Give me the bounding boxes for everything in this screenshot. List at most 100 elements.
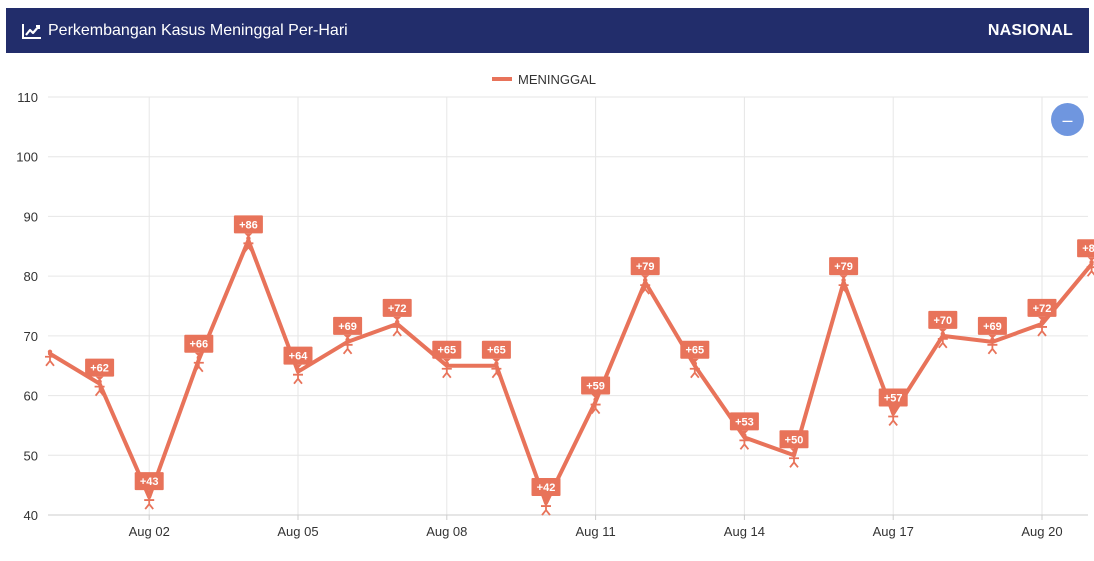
marker-body: [937, 335, 948, 349]
legend[interactable]: MENINGGAL: [492, 72, 596, 87]
data-point-marker[interactable]: [144, 492, 155, 510]
data-point-marker[interactable]: [293, 367, 303, 385]
x-tick-label: Aug 20: [1021, 524, 1062, 539]
zoom-out-button[interactable]: –: [1051, 103, 1084, 136]
marker-head: [791, 451, 797, 456]
marker-head: [543, 498, 549, 504]
marker-body: [739, 437, 750, 450]
marker-head: [246, 236, 251, 241]
data-label: +43: [140, 476, 159, 488]
data-point-marker[interactable]: [640, 277, 651, 295]
marker-head: [1039, 319, 1045, 325]
data-point-marker[interactable]: [342, 337, 353, 355]
x-tick-label: Aug 11: [575, 524, 615, 539]
data-point-marker[interactable]: [441, 361, 452, 379]
data-label-box: [878, 388, 908, 407]
data-point-marker[interactable]: [937, 331, 948, 349]
data-point-marker[interactable]: [541, 498, 551, 516]
chart-card: Perkembangan Kasus Meninggal Per-Hari NA…: [6, 8, 1089, 552]
data-label-box: [680, 340, 710, 359]
marker-head: [593, 397, 598, 402]
header-title-group: Perkembangan Kasus Meninggal Per-Hari: [22, 22, 348, 40]
marker-body: [1086, 264, 1094, 277]
x-tick-label: Aug 05: [277, 524, 318, 539]
data-label-pointer: [343, 334, 352, 339]
data-label-pointer: [294, 364, 302, 369]
data-label: +69: [338, 321, 357, 333]
chart-header: Perkembangan Kasus Meninggal Per-Hari NA…: [6, 8, 1089, 53]
data-point-marker[interactable]: [193, 355, 204, 373]
data-label: +65: [487, 345, 506, 357]
data-label-pointer: [1087, 257, 1094, 262]
marker-head: [643, 277, 648, 283]
data-point-marker[interactable]: [392, 319, 403, 337]
data-label: +79: [636, 261, 655, 273]
marker-head: [692, 361, 697, 366]
data-label-box: [481, 340, 511, 359]
data-point-marker[interactable]: [838, 277, 849, 295]
marker-head: [97, 379, 102, 384]
data-label-pointer: [988, 334, 997, 339]
data-label-pointer: [690, 358, 699, 363]
line-chart-icon: [22, 23, 41, 39]
x-tick-label: Aug 17: [873, 524, 914, 539]
x-tick-label: Aug 14: [724, 524, 765, 539]
data-label-pointer: [839, 275, 848, 280]
data-label: +64: [289, 351, 309, 363]
data-label-pointer: [542, 496, 550, 501]
data-point-marker[interactable]: [491, 361, 502, 379]
data-label: +82: [1082, 243, 1094, 255]
y-tick-label: 110: [17, 90, 38, 105]
data-point-marker[interactable]: [789, 451, 799, 468]
data-label: +53: [735, 416, 754, 428]
marker-head: [891, 409, 896, 414]
marker-head: [295, 367, 301, 372]
data-label-box: [1077, 239, 1094, 258]
marker-head: [494, 361, 499, 366]
data-label: +42: [537, 482, 556, 494]
data-point-marker[interactable]: [94, 379, 105, 397]
data-label: +70: [933, 315, 952, 327]
data-point-marker[interactable]: [1086, 260, 1094, 277]
y-tick-label: 50: [24, 448, 38, 463]
data-point-marker[interactable]: [1037, 319, 1047, 337]
data-point-marker[interactable]: [243, 236, 254, 253]
data-point-marker[interactable]: [739, 433, 750, 450]
data-label: +86: [239, 219, 258, 231]
marker-body: [243, 240, 254, 253]
marker-head: [940, 331, 945, 337]
data-label-pointer: [393, 316, 402, 321]
marker-body: [838, 282, 849, 295]
data-label-pointer: [145, 490, 154, 495]
data-label-box: [581, 376, 611, 395]
data-label-box: [134, 472, 164, 491]
data-label-pointer: [889, 406, 898, 411]
marker-body: [640, 282, 651, 295]
data-point-marker[interactable]: [590, 397, 601, 415]
data-point-marker[interactable]: [45, 349, 55, 367]
marker-head: [444, 361, 449, 366]
marker-body: [441, 365, 452, 379]
data-label-box: [432, 340, 462, 359]
data-label-box: [283, 346, 313, 365]
data-point-marker[interactable]: [987, 337, 998, 355]
data-label: +66: [189, 339, 208, 351]
data-label-pointer: [492, 358, 501, 363]
data-label-box: [85, 358, 115, 377]
data-label: +72: [388, 303, 407, 315]
data-point-marker[interactable]: [888, 409, 899, 427]
marker-body: [789, 455, 799, 468]
data-label-pointer: [244, 233, 253, 238]
marker-body: [342, 341, 353, 355]
marker-body: [541, 503, 551, 516]
marker-body: [689, 365, 700, 379]
data-label: +50: [785, 434, 804, 446]
data-label-box: [829, 257, 859, 276]
data-label-box: [977, 316, 1007, 335]
x-tick-label: Aug 02: [129, 524, 170, 539]
marker-head: [47, 349, 53, 354]
data-point-marker[interactable]: [689, 361, 700, 379]
marker-body: [888, 413, 899, 427]
marker-body: [392, 323, 403, 337]
